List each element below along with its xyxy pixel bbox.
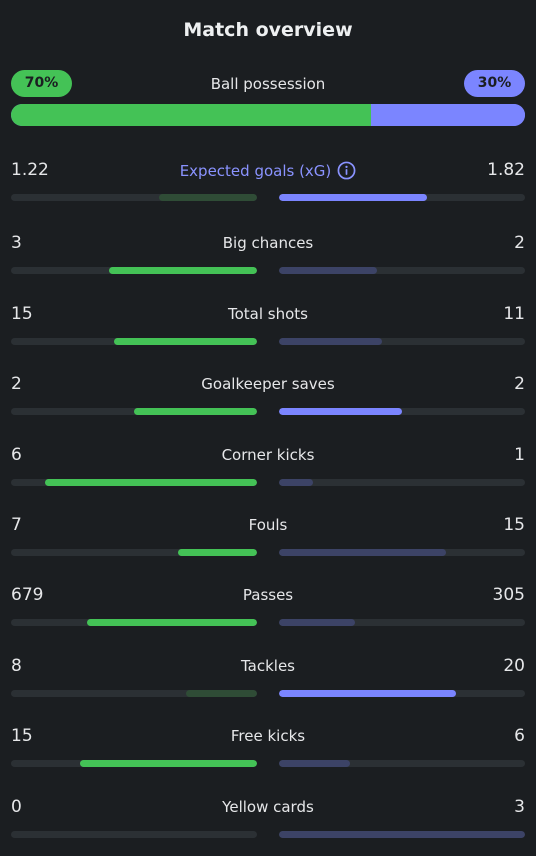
away-value: 2 bbox=[514, 374, 525, 394]
away-bar-fill bbox=[279, 194, 427, 201]
home-bar-track bbox=[11, 194, 257, 201]
away-bar-track bbox=[279, 267, 525, 274]
home-bar-fill bbox=[79, 760, 257, 767]
home-value: 679 bbox=[11, 585, 44, 605]
home-bar-fill bbox=[134, 408, 257, 415]
away-value: 1 bbox=[514, 445, 525, 465]
possession-label: Ball possession bbox=[210, 75, 326, 93]
away-bar-fill bbox=[279, 267, 378, 274]
away-value: 1.82 bbox=[487, 160, 525, 180]
home-bar-fill bbox=[45, 479, 257, 486]
stat-label-text: Fouls bbox=[248, 516, 288, 534]
stat-label: Goalkeeper saves bbox=[0, 375, 536, 393]
home-bar-fill bbox=[87, 619, 257, 626]
away-value: 2 bbox=[514, 233, 525, 253]
away-bar-track bbox=[279, 408, 525, 415]
stat-label-text: Big chances bbox=[222, 234, 314, 252]
home-bar-track bbox=[11, 831, 257, 838]
stat-row-fouls: 7 Fouls 15 bbox=[0, 515, 536, 565]
stat-row-big-chances: 3 Big chances 2 bbox=[0, 233, 536, 283]
stat-label: Yellow cards bbox=[0, 798, 536, 816]
stat-row-total-shots: 15 Total shots 11 bbox=[0, 304, 536, 354]
stat-label: Big chances bbox=[0, 234, 536, 252]
stat-row-tackles: 8 Tackles 20 bbox=[0, 656, 536, 706]
away-value: 305 bbox=[492, 585, 525, 605]
home-bar-fill bbox=[185, 690, 257, 697]
stat-label-text: Expected goals (xG) bbox=[179, 162, 332, 180]
home-bar-track bbox=[11, 479, 257, 486]
home-bar-track bbox=[11, 619, 257, 626]
home-value: 1.22 bbox=[11, 160, 49, 180]
away-bar-track bbox=[279, 194, 525, 201]
stat-label-text: Passes bbox=[242, 586, 294, 604]
home-bar-track bbox=[11, 408, 257, 415]
away-bar-fill bbox=[279, 619, 356, 626]
home-value: 2 bbox=[11, 374, 22, 394]
home-bar-fill bbox=[178, 549, 257, 556]
away-bar-fill bbox=[279, 479, 314, 486]
stat-label-text: Yellow cards bbox=[222, 798, 314, 816]
away-value: 15 bbox=[503, 515, 525, 535]
stat-label-text: Corner kicks bbox=[221, 446, 315, 464]
page-title: Match overview bbox=[183, 19, 353, 41]
stat-row-expected-goals-xg: 1.22 Expected goals (xG) 1.82 bbox=[0, 160, 536, 210]
home-value: 8 bbox=[11, 656, 22, 676]
home-bar-track bbox=[11, 267, 257, 274]
away-bar-track bbox=[279, 690, 525, 697]
stat-label-text: Total shots bbox=[228, 305, 308, 323]
home-value: 0 bbox=[11, 797, 22, 817]
stat-label: Fouls bbox=[0, 516, 536, 534]
away-bar-fill bbox=[279, 831, 525, 838]
possession-bar bbox=[11, 104, 525, 126]
home-bar-fill bbox=[109, 267, 257, 274]
away-value: 3 bbox=[514, 797, 525, 817]
stat-row-corner-kicks: 6 Corner kicks 1 bbox=[0, 445, 536, 495]
home-bar-fill bbox=[158, 194, 257, 201]
stat-row-free-kicks: 15 Free kicks 6 bbox=[0, 726, 536, 776]
away-bar-track bbox=[279, 831, 525, 838]
home-bar-track bbox=[11, 690, 257, 697]
stat-label: Free kicks bbox=[0, 727, 536, 745]
away-bar-fill bbox=[279, 690, 457, 697]
stat-label: Total shots bbox=[0, 305, 536, 323]
possession-bar-away bbox=[370, 104, 525, 126]
away-possession-badge: 30% bbox=[464, 70, 525, 97]
home-possession-badge: 70% bbox=[11, 70, 72, 97]
home-value: 3 bbox=[11, 233, 22, 253]
info-icon[interactable] bbox=[337, 161, 356, 180]
away-bar-track bbox=[279, 338, 525, 345]
home-value: 7 bbox=[11, 515, 22, 535]
possession-bar-home bbox=[11, 104, 371, 126]
away-bar-track bbox=[279, 479, 525, 486]
home-bar-track bbox=[11, 338, 257, 345]
stat-row-goalkeeper-saves: 2 Goalkeeper saves 2 bbox=[0, 374, 536, 424]
stat-label-text: Tackles bbox=[240, 657, 296, 675]
away-value: 6 bbox=[514, 726, 525, 746]
away-bar-track bbox=[279, 549, 525, 556]
home-bar-fill bbox=[114, 338, 257, 345]
away-bar-track bbox=[279, 619, 525, 626]
stat-label-text: Free kicks bbox=[230, 727, 306, 745]
away-bar-fill bbox=[279, 760, 351, 767]
stat-label-text: Goalkeeper saves bbox=[201, 375, 335, 393]
home-value: 6 bbox=[11, 445, 22, 465]
away-bar-fill bbox=[279, 549, 447, 556]
home-bar-track bbox=[11, 549, 257, 556]
home-bar-track bbox=[11, 760, 257, 767]
stat-label: Tackles bbox=[0, 657, 536, 675]
stat-label: Expected goals (xG) bbox=[0, 161, 536, 180]
home-value: 15 bbox=[11, 726, 33, 746]
stat-row-yellow-cards: 0 Yellow cards 3 bbox=[0, 797, 536, 847]
stat-row-passes: 679 Passes 305 bbox=[0, 585, 536, 635]
stat-label: Passes bbox=[0, 586, 536, 604]
away-bar-fill bbox=[279, 408, 402, 415]
away-value: 11 bbox=[503, 304, 525, 324]
away-bar-fill bbox=[279, 338, 383, 345]
away-bar-track bbox=[279, 760, 525, 767]
home-value: 15 bbox=[11, 304, 33, 324]
stat-label: Corner kicks bbox=[0, 446, 536, 464]
away-value: 20 bbox=[503, 656, 525, 676]
